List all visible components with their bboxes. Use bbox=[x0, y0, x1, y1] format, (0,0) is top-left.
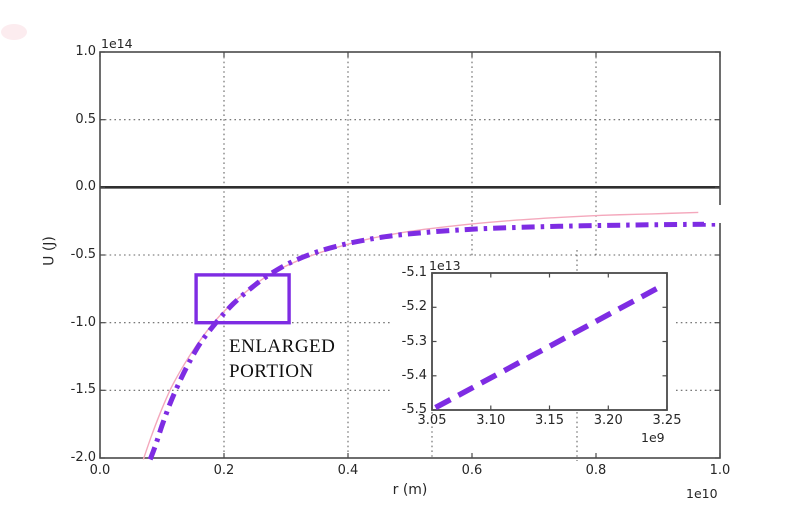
inset-y-tick-label: -5.4 bbox=[401, 367, 427, 383]
inset-x-tick-label: 3.25 bbox=[652, 413, 682, 428]
main-x-tick-label: 0.2 bbox=[213, 463, 235, 478]
annotation-enlarged-portion: ENLARGED PORTION bbox=[229, 334, 335, 384]
main-x-tick-label: 0.6 bbox=[461, 463, 483, 478]
main-y-tick-label: 0.0 bbox=[75, 179, 96, 195]
main-x-tick-label: 0.0 bbox=[89, 463, 111, 478]
main-y-tick-label: -1.5 bbox=[70, 382, 96, 398]
pink-smudge bbox=[1, 24, 27, 40]
y-axis-label: U (J) bbox=[41, 236, 58, 266]
main-y-tick-label: -1.0 bbox=[70, 314, 96, 330]
x-axis-offset-label: 1e10 bbox=[686, 486, 718, 501]
x-axis-label: r (m) bbox=[392, 482, 428, 498]
ghost-thin-curve-curve bbox=[142, 211, 699, 460]
inset-y-axis-offset-label: 1e13 bbox=[429, 258, 461, 273]
main-y-tick-label: -0.5 bbox=[70, 247, 96, 262]
main-y-tick-label: -2.0 bbox=[70, 450, 96, 465]
annotation-line-1: ENLARGED bbox=[229, 336, 336, 357]
zoom-region-rectangle bbox=[194, 273, 291, 325]
inset-y-tick-label: -5.5 bbox=[401, 402, 427, 417]
main-x-tick-label: 1.0 bbox=[709, 463, 731, 478]
main-y-tick-label: 0.5 bbox=[75, 111, 96, 127]
enlarged-portion-segment-curve bbox=[434, 282, 665, 411]
inset-x-tick-label: 3.10 bbox=[476, 413, 506, 428]
main-x-tick-label: 0.4 bbox=[337, 463, 359, 478]
main-y-tick-label: 1.0 bbox=[75, 44, 96, 59]
frame-gap-patch bbox=[704, 205, 738, 223]
inset-x-tick-label: 3.05 bbox=[417, 413, 447, 428]
inset-y-tick-label: -5.3 bbox=[401, 333, 427, 349]
inset-x-tick-label: 3.20 bbox=[593, 413, 623, 428]
annotation-line-2: PORTION bbox=[229, 361, 314, 382]
main-x-tick-label: 0.8 bbox=[585, 463, 607, 478]
inset-y-tick-label: -5.1 bbox=[401, 265, 427, 280]
gravitational-potential-energy-curve bbox=[147, 221, 721, 461]
inset-y-tick-label: -5.2 bbox=[401, 299, 427, 315]
y-axis-offset-label: 1e14 bbox=[101, 36, 133, 51]
inset-x-axis-offset-label: 1e9 bbox=[641, 430, 665, 445]
inset-x-tick-label: 3.15 bbox=[535, 413, 564, 428]
